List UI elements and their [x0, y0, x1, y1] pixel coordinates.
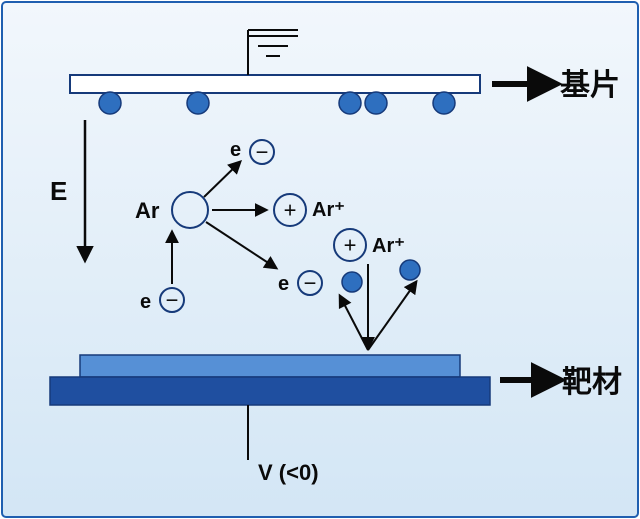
target-base: [50, 377, 490, 405]
deposited-particle-2: [339, 92, 361, 114]
target-top: [80, 355, 460, 377]
label-ar-plus-2: Ar⁺: [372, 235, 405, 257]
deposited-particle-4: [433, 92, 455, 114]
sputtered-particle-0: [342, 272, 362, 292]
plus-2: +: [344, 233, 357, 258]
label-e-field: E: [50, 176, 67, 206]
label-ar: Ar: [135, 198, 160, 223]
label-ar-plus-1: Ar⁺: [312, 199, 345, 221]
substrate-bar: [70, 75, 480, 93]
minus-bottom: −: [166, 288, 179, 313]
deposited-particle-3: [365, 92, 387, 114]
deposited-particle-1: [187, 92, 209, 114]
minus-top: −: [256, 140, 269, 165]
minus-right: −: [304, 271, 317, 296]
deposited-particle-0: [99, 92, 121, 114]
sputtered-particle-1: [400, 260, 420, 280]
label-e-right: e: [278, 273, 289, 295]
label-e-top: e: [230, 139, 241, 161]
label-v: V (<0): [258, 460, 319, 485]
label-e-bottom: e: [140, 291, 151, 313]
label-substrate: 基片: [560, 69, 620, 102]
label-target: 靶材: [562, 366, 622, 399]
plus-1: +: [284, 198, 297, 223]
